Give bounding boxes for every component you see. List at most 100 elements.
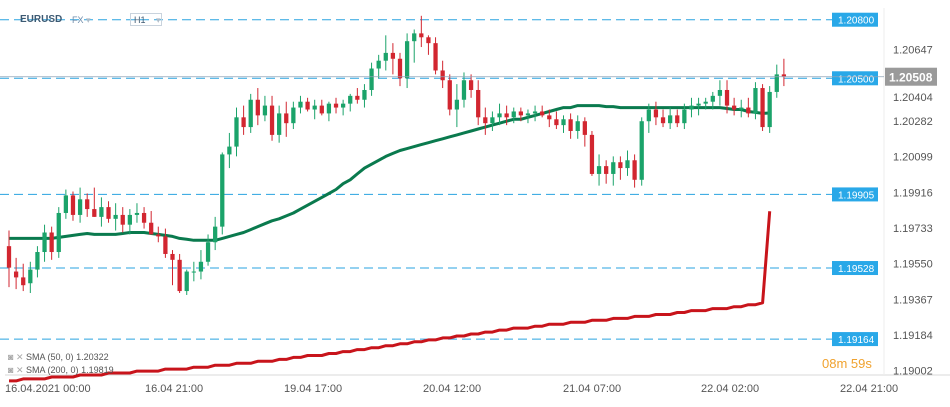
candle[interactable] (205, 234, 211, 266)
candle[interactable] (234, 107, 239, 157)
candle[interactable] (49, 226, 54, 260)
eye-icon[interactable]: ◙ (8, 365, 14, 375)
legend-sma-50[interactable]: ◙ ✕ SMA (50, 0) 1.20322 (8, 352, 109, 363)
candle[interactable] (404, 33, 410, 89)
candle[interactable] (333, 97, 339, 114)
candle[interactable] (21, 263, 26, 292)
candle[interactable] (291, 101, 296, 130)
candle[interactable] (376, 54, 381, 79)
candle[interactable] (390, 43, 396, 75)
candle[interactable] (746, 97, 751, 118)
candle[interactable] (383, 35, 388, 71)
candle[interactable] (255, 88, 260, 126)
candle[interactable] (440, 60, 445, 89)
candle[interactable] (99, 197, 104, 227)
candle[interactable] (511, 107, 516, 124)
candle[interactable] (504, 105, 509, 126)
candle[interactable] (696, 97, 701, 116)
candle[interactable] (717, 80, 723, 106)
candle[interactable] (42, 224, 47, 262)
level-label[interactable]: 1.19164 (832, 332, 878, 347)
candle[interactable] (668, 107, 673, 130)
candle[interactable] (604, 160, 609, 184)
candle[interactable] (447, 74, 452, 116)
candle[interactable] (227, 132, 232, 169)
candle[interactable] (660, 109, 666, 128)
candle[interactable] (611, 156, 616, 186)
candle[interactable] (362, 84, 367, 108)
candle[interactable] (248, 93, 253, 133)
candle[interactable] (63, 189, 69, 219)
candle[interactable] (753, 82, 758, 120)
candle[interactable] (70, 191, 76, 221)
level-label[interactable]: 1.19528 (832, 261, 878, 276)
candle[interactable] (141, 207, 147, 229)
legend-sma-200[interactable]: ◙ ✕ SMA (200, 0) 1.19819 (8, 365, 114, 376)
close-icon[interactable]: ✕ (15, 352, 24, 362)
level-label[interactable]: 1.19905 (832, 187, 878, 202)
candle[interactable] (490, 111, 495, 131)
symbol-label[interactable]: EURUSD (20, 14, 63, 25)
candle[interactable] (369, 62, 374, 96)
candle[interactable] (220, 152, 225, 235)
candle[interactable] (170, 250, 175, 286)
candle[interactable] (397, 52, 403, 87)
candle[interactable] (433, 37, 438, 75)
candle[interactable] (497, 103, 502, 126)
candle[interactable] (298, 95, 303, 114)
candle[interactable] (461, 72, 467, 108)
candle[interactable] (582, 117, 587, 147)
candle[interactable] (476, 80, 481, 126)
candle[interactable] (547, 109, 552, 128)
candle[interactable] (412, 29, 417, 63)
candle[interactable] (213, 216, 218, 251)
eye-icon[interactable]: ◙ (8, 352, 14, 362)
market-selector[interactable]: FX ▾ (72, 15, 91, 26)
candle[interactable] (269, 95, 275, 141)
candle[interactable] (13, 257, 19, 290)
candle[interactable] (689, 97, 694, 118)
candle[interactable] (739, 99, 744, 118)
candle[interactable] (774, 64, 779, 98)
candle[interactable] (625, 150, 630, 176)
candle[interactable] (35, 246, 40, 278)
level-label[interactable]: 1.20500 (832, 71, 878, 86)
candle[interactable] (77, 187, 83, 223)
candle[interactable] (120, 207, 125, 233)
candle[interactable] (28, 261, 33, 294)
candle[interactable] (85, 193, 90, 217)
candle[interactable] (760, 84, 765, 131)
candle[interactable] (355, 88, 360, 104)
level-label[interactable]: 1.20800 (832, 12, 878, 27)
candle[interactable] (554, 111, 559, 130)
candle[interactable] (241, 105, 246, 135)
candle[interactable] (277, 105, 282, 143)
candle[interactable] (532, 105, 538, 122)
close-icon[interactable]: ✕ (15, 365, 24, 375)
candle[interactable] (284, 101, 289, 137)
candle[interactable] (177, 253, 182, 294)
candle[interactable] (540, 105, 545, 118)
candle[interactable] (312, 99, 317, 120)
candle[interactable] (632, 154, 637, 188)
candle[interactable] (767, 86, 772, 133)
candle[interactable] (326, 101, 332, 122)
candle[interactable] (340, 99, 346, 116)
candle[interactable] (525, 109, 531, 124)
candle[interactable] (653, 101, 659, 126)
candle[interactable] (198, 250, 204, 280)
candle[interactable] (56, 207, 61, 258)
candle[interactable] (710, 91, 715, 110)
candle[interactable] (149, 211, 154, 235)
candle[interactable] (575, 115, 580, 139)
candle[interactable] (589, 130, 595, 176)
candle[interactable] (618, 156, 623, 180)
candle[interactable] (596, 154, 602, 186)
candle[interactable] (134, 203, 140, 223)
candle[interactable] (113, 203, 118, 231)
candle[interactable] (568, 113, 573, 139)
candle[interactable] (163, 228, 168, 258)
candle[interactable] (639, 117, 644, 186)
candle[interactable] (426, 35, 431, 55)
candle[interactable] (262, 95, 268, 122)
